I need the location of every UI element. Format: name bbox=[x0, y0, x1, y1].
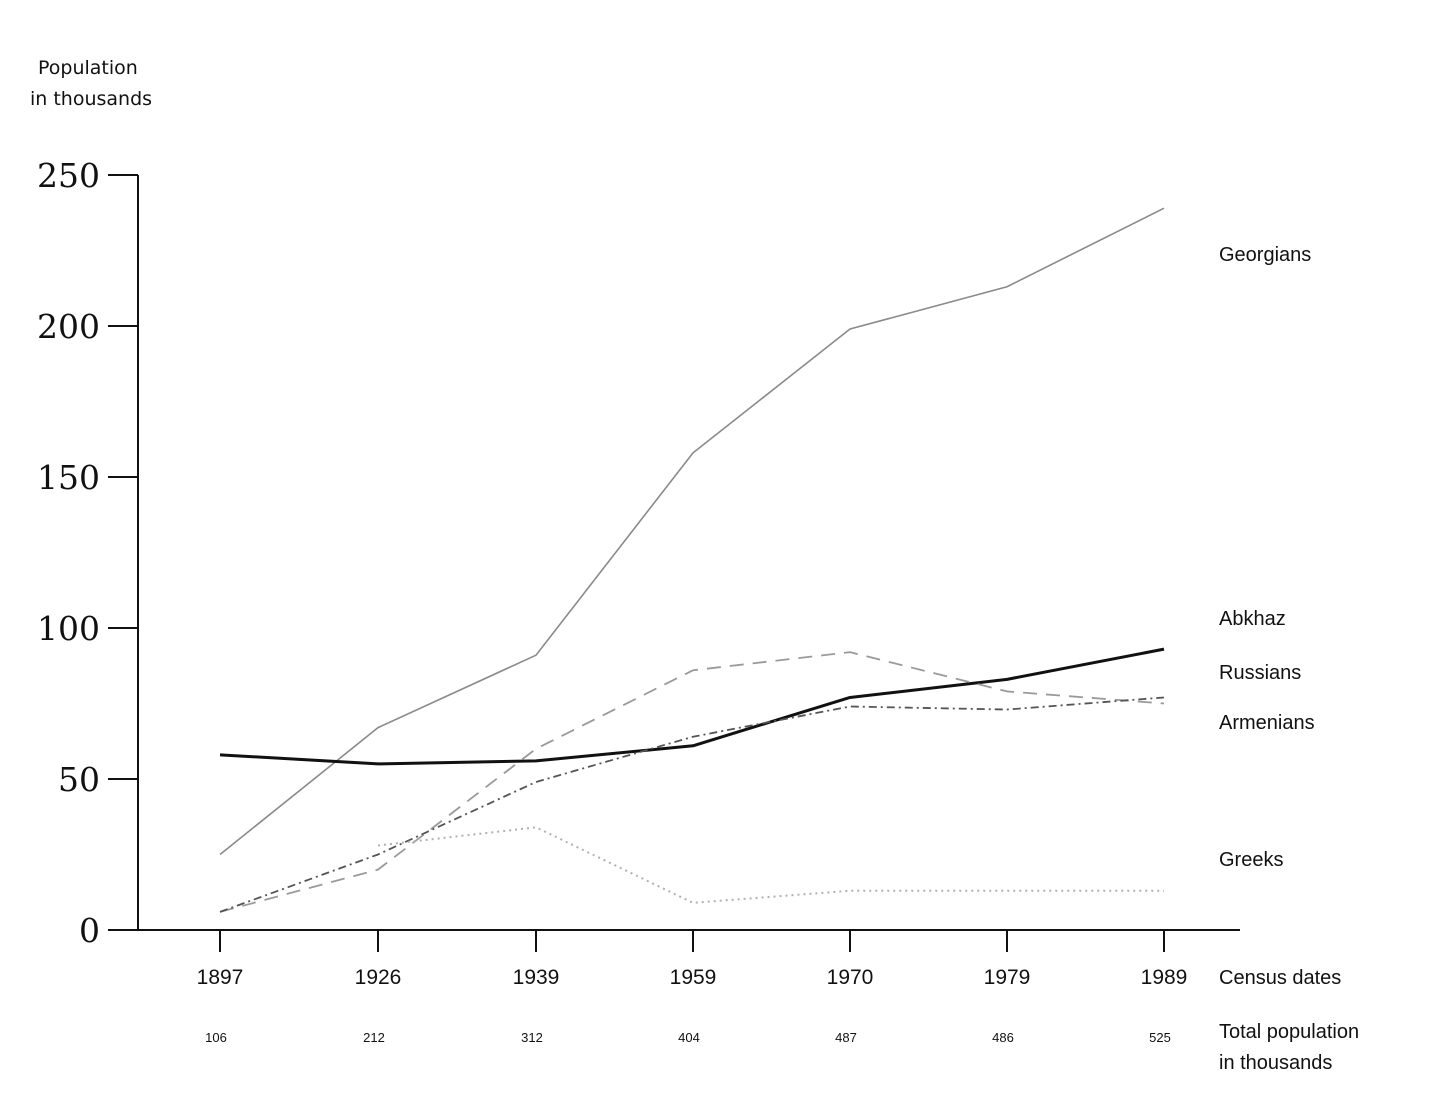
total-population-label: 487 bbox=[835, 1030, 857, 1045]
y-tick-label: 100 bbox=[37, 609, 100, 648]
x-tick-label: 1939 bbox=[513, 966, 560, 989]
series-line-georgians bbox=[220, 208, 1164, 854]
x-tick-label: 1979 bbox=[984, 966, 1031, 989]
series-label-abkhaz: Abkhaz bbox=[1219, 608, 1286, 630]
series-label-armenians: Armenians bbox=[1219, 712, 1315, 734]
total-population-label: 404 bbox=[678, 1030, 700, 1045]
x-tick-label: 1970 bbox=[827, 966, 874, 989]
y-axis-title-line-1: Population bbox=[38, 57, 138, 79]
total-population-label: 312 bbox=[521, 1030, 543, 1045]
totals-title-line-2: in thousands bbox=[1219, 1052, 1332, 1074]
y-ticks-group: 0 50 100 150 200 250 bbox=[37, 156, 138, 950]
series-line-armenians bbox=[220, 697, 1164, 911]
y-axis-title-line-2: in thousands bbox=[30, 88, 152, 110]
series-label-greeks: Greeks bbox=[1219, 849, 1283, 871]
x-tick-label: 1897 bbox=[197, 966, 244, 989]
y-tick-label: 50 bbox=[58, 760, 100, 799]
x-tick-label: 1959 bbox=[670, 966, 717, 989]
total-population-label: 212 bbox=[363, 1030, 385, 1045]
x-tick-label: 1989 bbox=[1141, 966, 1188, 989]
y-tick-label: 150 bbox=[37, 458, 100, 497]
x-ticks-group: 1897 106 1926 212 1939 312 1959 404 1970 487 1979 4… bbox=[197, 930, 1188, 1045]
total-population-label: 106 bbox=[205, 1030, 227, 1045]
x-tick-label: 1926 bbox=[355, 966, 402, 989]
total-population-label: 486 bbox=[992, 1030, 1014, 1045]
y-tick-label: 200 bbox=[37, 307, 100, 346]
series-line-abkhaz bbox=[220, 649, 1164, 764]
chart-svg: Population in thousands 050100150200250 … bbox=[0, 0, 1456, 1094]
y-tick-label: 0 bbox=[79, 911, 100, 950]
x-axis-title: Census dates bbox=[1219, 967, 1341, 989]
y-tick-label: 250 bbox=[37, 156, 100, 195]
total-population-label: 525 bbox=[1149, 1030, 1171, 1045]
series-line-greeks bbox=[378, 827, 1164, 903]
totals-title-line-1: Total population bbox=[1219, 1021, 1359, 1043]
series-label-russians: Russians bbox=[1219, 662, 1301, 684]
series-line-russians bbox=[220, 652, 1164, 912]
series-label-georgians: Georgians bbox=[1219, 244, 1311, 266]
series-group bbox=[220, 208, 1164, 912]
